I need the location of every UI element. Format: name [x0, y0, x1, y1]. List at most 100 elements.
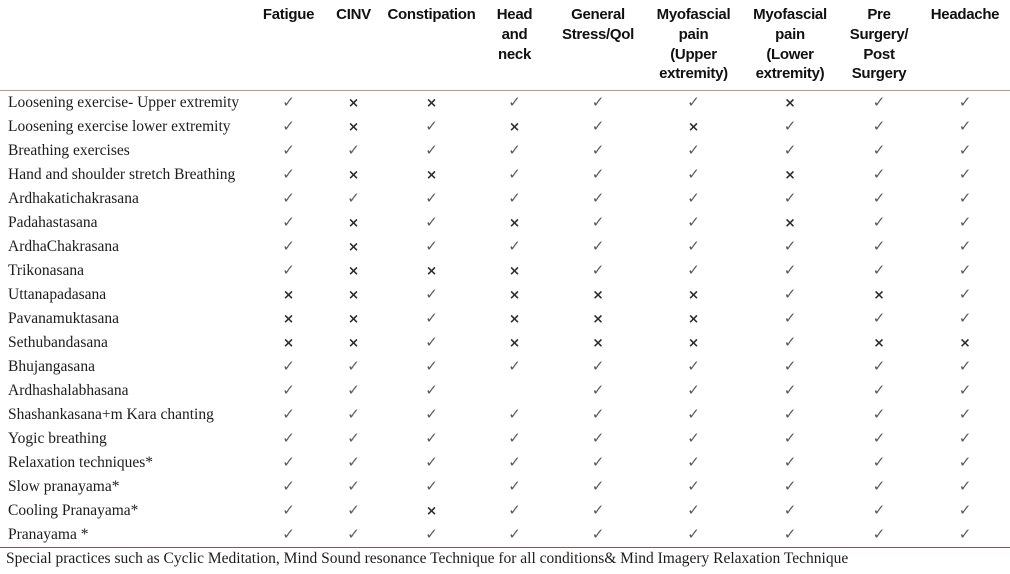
table-cell: ✓ [322, 499, 385, 523]
check-icon: ✓ [687, 381, 700, 400]
check-icon: ✓ [958, 141, 972, 160]
table-cell: ✓ [920, 187, 1010, 211]
column-header: CINV [336, 6, 371, 23]
table-cell: ✓ [322, 451, 385, 475]
check-icon: ✓ [783, 141, 797, 160]
cross-icon: × [873, 286, 885, 303]
check-icon: ✓ [591, 237, 605, 256]
check-icon: ✓ [958, 309, 972, 328]
table-cell: ✓ [838, 115, 920, 139]
table-cell: ✓ [322, 427, 385, 451]
check-icon: ✓ [687, 357, 700, 376]
table-cell: ✓ [255, 187, 322, 211]
table-row: Bhujangasana ✓ ✓ ✓ ✓ ✓ ✓ ✓ ✓ ✓ [0, 355, 1010, 379]
table-cell: ✓ [920, 91, 1010, 115]
table-cell: × [742, 91, 838, 115]
check-icon: ✓ [958, 405, 972, 424]
cross-icon: × [508, 286, 521, 303]
table-cell: ✓ [385, 139, 478, 163]
check-icon: ✓ [783, 429, 797, 448]
column-header: Pre Surgery/ Post Surgery [849, 6, 909, 83]
check-icon: ✓ [347, 525, 360, 544]
check-icon: ✓ [591, 453, 605, 472]
check-icon: ✓ [282, 261, 295, 280]
check-icon: ✓ [508, 525, 521, 544]
column-header: Headache [930, 6, 1000, 23]
check-icon: ✓ [282, 525, 295, 544]
table-cell: ✓ [742, 115, 838, 139]
check-icon: ✓ [591, 189, 605, 208]
check-icon: ✓ [591, 165, 605, 184]
table-cell: ✓ [645, 139, 742, 163]
table-cell: ✓ [551, 355, 645, 379]
table-cell: ✓ [385, 355, 478, 379]
table-cell: ✓ [255, 91, 322, 115]
table-cell: ✓ [645, 523, 742, 547]
table-cell: ✓ [645, 211, 742, 235]
table-cell: ✓ [920, 283, 1010, 307]
table-cell: ✓ [385, 307, 478, 331]
table-cell: ✓ [255, 379, 322, 403]
check-icon: ✓ [783, 525, 797, 544]
table-row: Pranayama * ✓ ✓ ✓ ✓ ✓ ✓ ✓ ✓ ✓ [0, 523, 1010, 547]
check-icon: ✓ [347, 429, 360, 448]
table-cell: ✓ [742, 355, 838, 379]
table-footnote: Special practices such as Cyclic Meditat… [0, 546, 1010, 568]
check-icon: ✓ [425, 357, 438, 376]
check-icon: ✓ [958, 357, 972, 376]
check-icon: ✓ [958, 93, 972, 112]
check-icon: ✓ [282, 429, 295, 448]
table-cell: ✓ [742, 379, 838, 403]
check-icon: ✓ [958, 453, 972, 472]
check-icon: ✓ [958, 165, 972, 184]
table-cell: ✓ [838, 163, 920, 187]
check-icon: ✓ [687, 261, 700, 280]
row-label: Bhujangasana [8, 357, 95, 375]
table-cell: ✓ [478, 475, 551, 499]
table-cell: ✓ [322, 403, 385, 427]
check-icon: ✓ [872, 165, 886, 184]
table-cell: ✓ [838, 91, 920, 115]
table-row: Hand and shoulder stretch Breathing ✓ × × ✓ ✓… [0, 163, 1010, 187]
table-cell: ✓ [920, 235, 1010, 259]
table-cell: ✓ [920, 163, 1010, 187]
table-cell: × [322, 307, 385, 331]
table-cell: ✓ [385, 211, 478, 235]
table-cell: ✓ [645, 403, 742, 427]
check-icon: ✓ [282, 141, 295, 160]
check-icon: ✓ [687, 405, 700, 424]
table-cell [478, 379, 551, 403]
cross-icon: × [508, 118, 521, 135]
table-row: Yogic breathing ✓ ✓ ✓ ✓ ✓ ✓ ✓ ✓ ✓ [0, 427, 1010, 451]
table-cell: ✓ [551, 211, 645, 235]
table-cell: × [385, 91, 478, 115]
check-icon: ✓ [508, 93, 521, 112]
table-header: Fatigue CINV Constipation Head and neck Gene… [0, 0, 1010, 91]
check-icon: ✓ [508, 501, 521, 520]
row-label: Hand and shoulder stretch Breathing [8, 165, 236, 183]
table-cell: × [742, 211, 838, 235]
cross-icon: × [687, 118, 700, 135]
table-cell: ✓ [920, 451, 1010, 475]
table-row: Trikonasana ✓ × × × ✓ ✓ ✓ ✓ ✓ [0, 259, 1010, 283]
table-row: Padahastasana ✓ × ✓ × ✓ ✓ × ✓ ✓ [0, 211, 1010, 235]
table-cell: × [645, 331, 742, 355]
cross-icon: × [959, 334, 971, 351]
table-cell: × [322, 91, 385, 115]
cross-icon: × [347, 334, 360, 351]
cross-icon: × [687, 334, 700, 351]
table-cell: ✓ [478, 427, 551, 451]
row-label: Padahastasana [8, 213, 98, 231]
check-icon: ✓ [783, 189, 797, 208]
table-cell: ✓ [551, 91, 645, 115]
check-icon: ✓ [508, 429, 521, 448]
table-row: Slow pranayama* ✓ ✓ ✓ ✓ ✓ ✓ ✓ ✓ ✓ [0, 475, 1010, 499]
table-cell: ✓ [838, 259, 920, 283]
row-label: Pavanamuktasana [8, 309, 120, 327]
check-icon: ✓ [508, 237, 521, 256]
table-cell: ✓ [920, 523, 1010, 547]
cross-icon: × [508, 310, 521, 327]
row-label: Slow pranayama* [8, 477, 120, 495]
table-cell: ✓ [645, 91, 742, 115]
cross-icon: × [425, 94, 438, 111]
